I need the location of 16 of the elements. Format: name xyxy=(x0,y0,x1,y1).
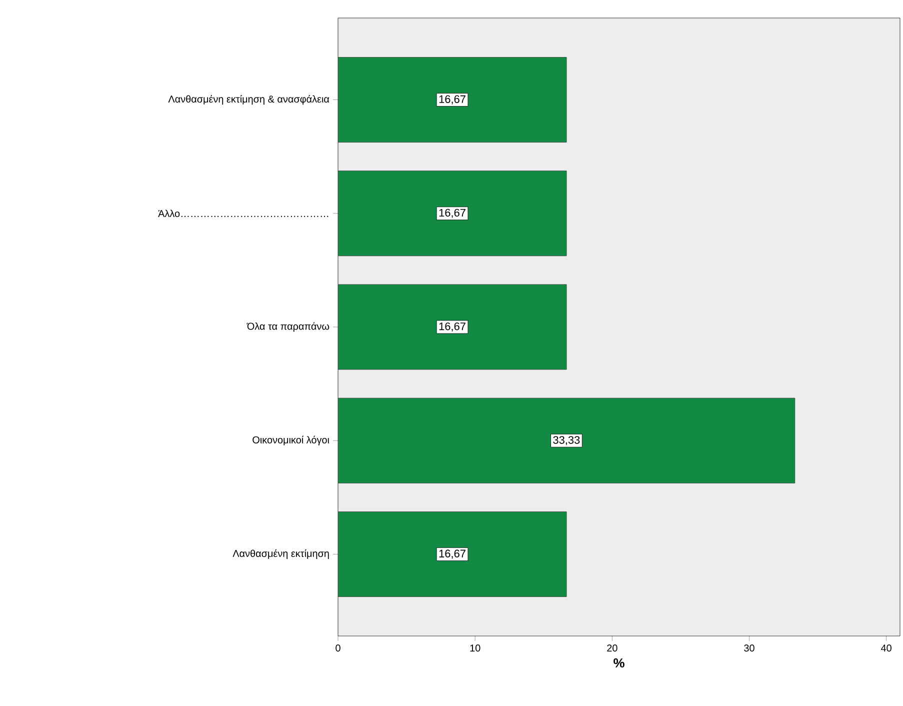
x-tick-label: 40 xyxy=(880,644,892,652)
x-axis-title: % xyxy=(614,658,624,668)
y-tick-label: Λανθασμένη εκτίμηση & ανασφάλεια xyxy=(168,94,330,105)
x-tick-label: 30 xyxy=(744,644,754,652)
data-label: 33,33 xyxy=(553,436,580,446)
x-tick-label: 20 xyxy=(607,644,618,652)
data-label: 16,67 xyxy=(439,550,466,559)
x-tick-label: 0 xyxy=(336,644,340,652)
x-tick-label: 10 xyxy=(470,644,480,652)
y-tick-label: Όλα τα παραπάνω xyxy=(246,322,330,332)
data-label: 16,67 xyxy=(439,322,466,332)
y-tick-label: Άλλο……………………………………… xyxy=(158,210,328,218)
y-tick-label: Οικονομικοί λόγοι xyxy=(252,436,330,446)
data-label: 16,67 xyxy=(439,95,466,104)
data-label: 16,67 xyxy=(439,208,466,218)
y-tick-label: Λανθασμένη εκτίμηση xyxy=(232,549,329,559)
